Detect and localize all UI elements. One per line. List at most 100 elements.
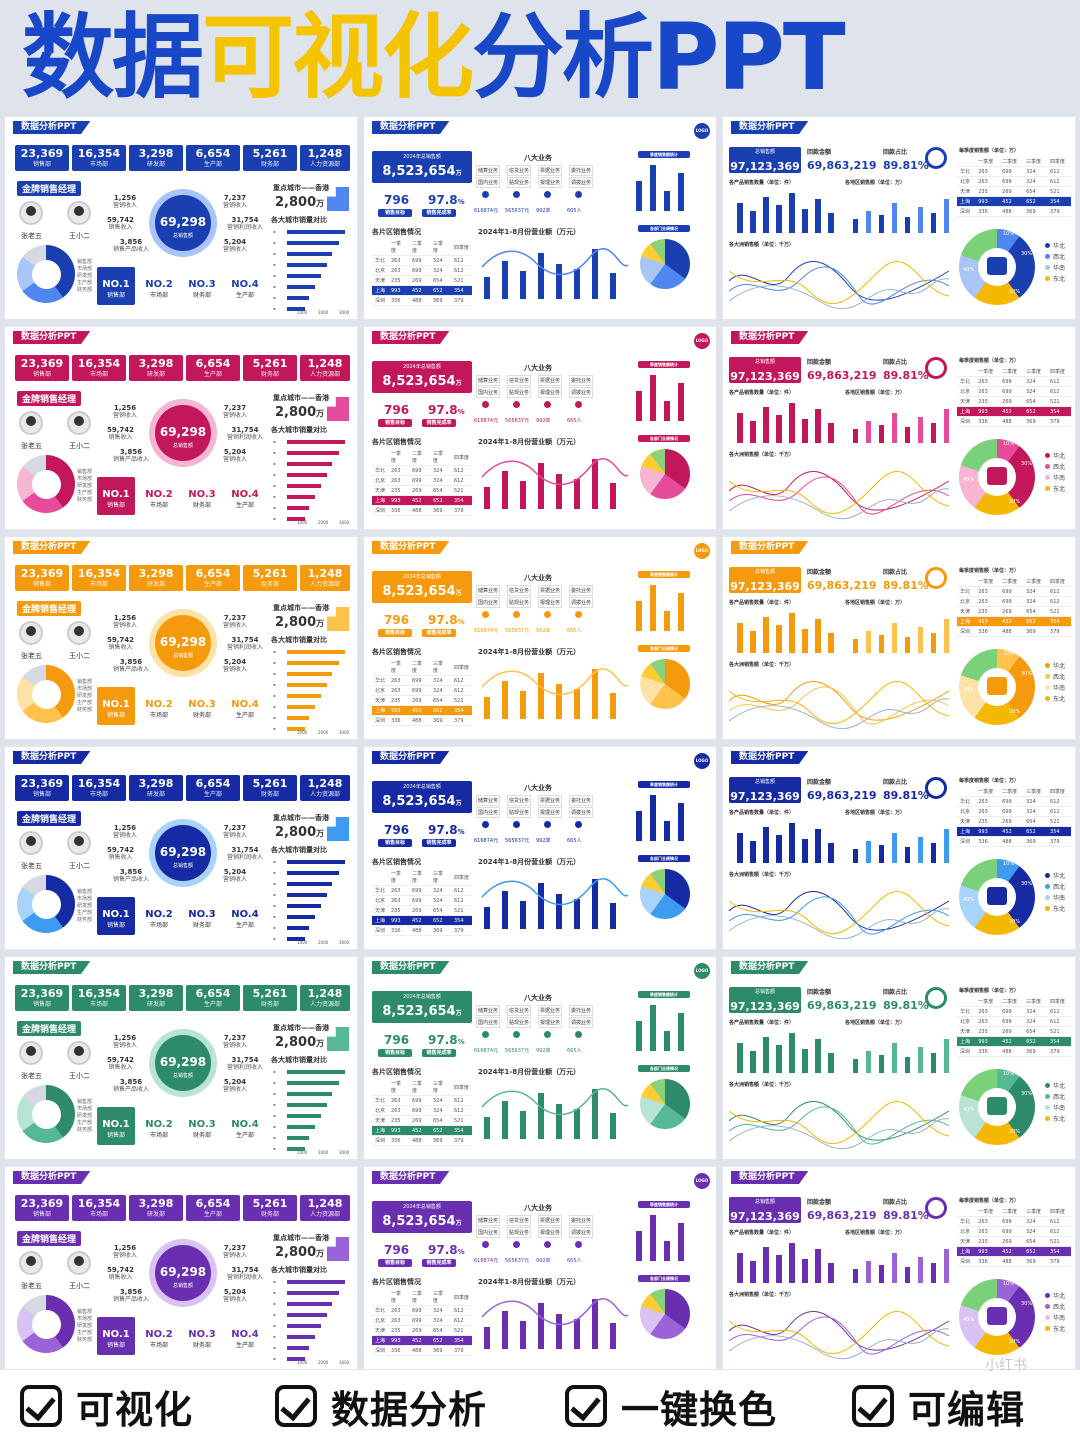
stat: 5,204 营销收入 xyxy=(223,1078,248,1094)
biz-title: 八大业务 xyxy=(524,364,552,372)
trend-bar xyxy=(520,481,526,509)
trend-bar xyxy=(556,474,562,509)
region-bar xyxy=(944,199,949,233)
product-bar xyxy=(763,1247,769,1283)
region-bar xyxy=(918,837,923,863)
product-bar xyxy=(737,203,743,233)
product-title: 各产品销售数量（单位：件） xyxy=(729,600,795,606)
biz-item: 委托业务 xyxy=(569,795,594,806)
biz-item: 国内业务 xyxy=(476,387,501,398)
region-bar xyxy=(931,213,936,233)
biz-dot xyxy=(482,821,489,828)
check-icon xyxy=(565,1385,607,1427)
kpi-value: 1,248 xyxy=(307,357,343,370)
biz-dot xyxy=(575,1031,582,1038)
kpi-card: 6,654 生产部 xyxy=(186,355,240,381)
region-bar xyxy=(879,635,884,653)
avatar xyxy=(19,621,43,645)
product-bar xyxy=(802,1049,808,1073)
region-title: 各片区销售情况 xyxy=(372,858,421,866)
rate-label: 销售完成率 xyxy=(422,839,456,847)
city-bar xyxy=(287,937,305,941)
key-city-value: 2,800万 xyxy=(275,1245,325,1260)
rank-badge: NO.3 财务部 xyxy=(183,687,221,725)
region-bar xyxy=(944,409,949,443)
trend-bar xyxy=(502,471,508,509)
region-bar xyxy=(879,425,884,443)
kpi-value: 16,354 xyxy=(77,567,121,580)
product-title: 各产品销售数量（单位：件） xyxy=(729,390,795,396)
key-city-value: 2,800万 xyxy=(275,615,325,630)
avatar xyxy=(67,831,91,855)
kpi-label: 研发部 xyxy=(146,791,165,798)
trend-bar xyxy=(592,249,598,299)
kpi-card: 5,261 财务部 xyxy=(243,355,297,381)
region-bar xyxy=(879,1055,884,1073)
trend-bar xyxy=(556,1314,562,1349)
biz-dot xyxy=(513,401,520,408)
manager-name: 王小二 xyxy=(69,652,90,660)
quarter-bar xyxy=(664,611,670,631)
biz-dot xyxy=(513,191,520,198)
stat: 5,204 营销收入 xyxy=(223,868,248,884)
kpi-value: 1,248 xyxy=(307,1197,343,1210)
slide-tag: 数据分析PPT xyxy=(731,1171,809,1184)
city-bar xyxy=(287,285,315,289)
stat: 5,204 营销收入 xyxy=(223,238,248,254)
kpi-card: 16,354 市场部 xyxy=(72,985,126,1011)
biz-stat: 565637元 xyxy=(505,838,530,844)
kpi-card: 16,354 市场部 xyxy=(72,145,126,171)
ratio-value: 89.81% xyxy=(883,579,929,592)
rank-badge: NO.4 生产部 xyxy=(226,1317,264,1355)
biz-stat: 565637元 xyxy=(505,1048,530,1054)
avatar xyxy=(67,411,91,435)
city-bar xyxy=(287,1070,345,1074)
total-box: 2024年总销售额 8,523,654万 xyxy=(372,571,472,603)
trend-bar xyxy=(484,277,490,299)
region-bar xyxy=(866,841,871,863)
quarter-bar xyxy=(678,593,684,631)
total-circle: 69,298 总销售额 xyxy=(155,405,211,461)
stat: 3,856 销售产品收入 xyxy=(113,448,150,464)
biz-dot xyxy=(513,611,520,618)
slide-sales: 数据分析PPT LOGO 2024年总销售额 8,523,654万 796 97.… xyxy=(363,956,717,1160)
kpi-label: 市场部 xyxy=(89,1211,108,1218)
check-icon xyxy=(852,1385,894,1427)
kpi-value: 23,369 xyxy=(20,567,64,580)
product-title: 各产品销售数量（单位：件） xyxy=(729,1020,795,1026)
region-title: 各片区销售情况 xyxy=(372,648,421,656)
region-table: 一季度 二季度 三季度 四季度 华北 263 699 324 612 北京 263 699 324 612… xyxy=(372,869,472,936)
slide-overview: 数据分析PPT 23,369 销售部 16,354 市场部 3,298 研发部 6,654 生… xyxy=(4,116,358,320)
ratio-label: 回款占比 xyxy=(883,569,908,576)
trend-line xyxy=(481,1088,629,1116)
pie-legend: 华北 西北 华南 东北 xyxy=(1045,661,1065,705)
kpi-value: 3,298 xyxy=(138,357,174,370)
slide-overview: 数据分析PPT 23,369 销售部 16,354 市场部 3,298 研发部 6,654 生… xyxy=(4,326,358,530)
recv-value: 69,863,219 xyxy=(807,579,877,592)
quarter-table: 一季度 二季度 三季度 四季度 华北 263 699 324 612 北京 263 699 324 612… xyxy=(957,157,1071,217)
slide-revenue: 数据分析PPT 总销售额 97,123,369 回款金额 69,863,219 回… xyxy=(722,1166,1076,1370)
kpi-label: 生产部 xyxy=(203,371,222,378)
target-label: 销售目标 xyxy=(378,1259,412,1267)
region-bar xyxy=(853,1059,858,1073)
product-bar xyxy=(789,403,795,443)
kpi-card: 6,654 生产部 xyxy=(186,775,240,801)
biz-item: 贴现业务 xyxy=(507,597,532,608)
trend-bar xyxy=(556,894,562,929)
kpi-value: 16,354 xyxy=(77,777,121,790)
region-bar xyxy=(918,207,923,233)
trend-bar xyxy=(502,261,508,299)
trend-title: 2024年1-8月份营业额（万元） xyxy=(478,1278,581,1286)
quarter-bar xyxy=(650,375,656,421)
kpi-card: 16,354 市场部 xyxy=(72,1195,126,1221)
biz-item: 调拨业务 xyxy=(569,1017,594,1028)
total-box: 2024年总销售额 8,523,654万 xyxy=(372,1201,472,1233)
gauge-icon xyxy=(925,147,947,169)
stat: 7,237 营销收入 xyxy=(223,824,248,840)
region-donut xyxy=(959,1069,1035,1145)
manager-title: 金牌销售经理 xyxy=(17,181,82,196)
biz-item: 国内业务 xyxy=(476,1227,501,1238)
logo-badge: LOGO xyxy=(694,333,710,349)
rate-label: 销售完成率 xyxy=(422,1049,456,1057)
kpi-card: 1,248 人力资源部 xyxy=(300,775,350,801)
